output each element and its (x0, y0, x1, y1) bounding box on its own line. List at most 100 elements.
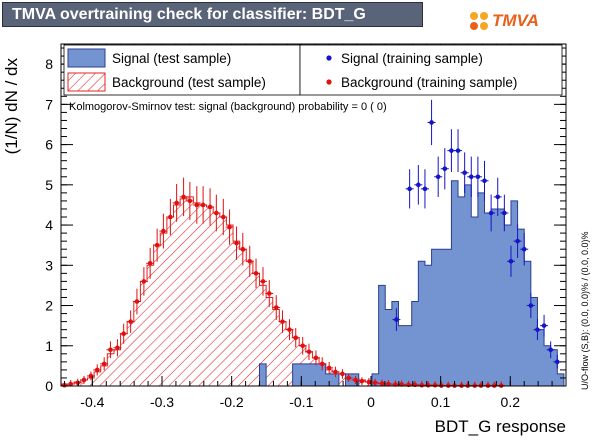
data-point (81, 377, 87, 383)
background-training-point (66, 379, 75, 387)
data-point (429, 120, 434, 125)
legend-item: Signal (training sample) (326, 51, 483, 66)
signal-training-point (434, 156, 443, 197)
signal-training-point (420, 169, 429, 209)
legend-swatch (67, 48, 106, 68)
legend-marker (326, 79, 332, 85)
data-point (541, 323, 547, 328)
data-point (313, 355, 319, 361)
data-point (475, 174, 481, 180)
signal-training-point (480, 160, 489, 201)
signal-training-point (392, 308, 401, 331)
data-point (220, 214, 226, 220)
legend-marker (326, 55, 332, 61)
background-training-point (338, 369, 347, 379)
background-training-point (344, 373, 353, 382)
signal-training-point (533, 319, 542, 341)
data-point (407, 186, 412, 192)
data-point (372, 380, 378, 386)
data-point (293, 335, 299, 341)
background-training-point (199, 186, 208, 224)
data-point (502, 210, 507, 216)
signal-training-point (526, 293, 535, 319)
background-training-point (311, 350, 320, 366)
data-point (306, 349, 312, 355)
data-point (181, 194, 186, 200)
legend-label: Background (training sample) (341, 75, 517, 90)
data-point (141, 279, 147, 284)
data-point (455, 148, 461, 153)
legend-item: Background (test sample) (67, 72, 266, 92)
data-point (194, 202, 200, 208)
background-training-point (185, 181, 194, 220)
background-training-point (225, 209, 234, 245)
logo-dot-icon (480, 12, 488, 20)
background-training-point (166, 198, 175, 236)
background-training-point (126, 310, 135, 333)
legend-label: Background (test sample) (112, 75, 266, 90)
background-training-point (331, 366, 340, 378)
data-point (346, 375, 351, 381)
y-tick-label: 6 (45, 137, 53, 153)
data-point (128, 319, 133, 324)
legend-label: Signal (test sample) (112, 51, 231, 66)
data-point (554, 359, 560, 365)
data-point (386, 381, 391, 387)
y-tick-label: 4 (45, 217, 53, 233)
data-point (234, 240, 239, 246)
data-point (319, 361, 325, 367)
data-point (200, 202, 206, 208)
y-tick-label: 5 (45, 177, 53, 193)
logo-dot-icon (480, 22, 488, 30)
background-training-point (298, 336, 307, 355)
background-training-point (304, 343, 313, 360)
x-tick-label: -0.3 (150, 394, 174, 410)
legend-label: Signal (training sample) (341, 51, 483, 66)
data-point (214, 210, 219, 216)
logo-dot-icon (470, 22, 478, 30)
x-tick-label: -0.2 (220, 394, 244, 410)
data-point (495, 194, 501, 200)
background-training-point (179, 177, 188, 217)
background-training-point (325, 361, 334, 374)
tmva-logo: TMVA (470, 8, 560, 36)
data-point (340, 371, 345, 377)
data-point (247, 258, 253, 264)
background-training-point (259, 267, 267, 296)
background-training-point (153, 228, 162, 262)
data-point (174, 200, 179, 206)
background-training-point (113, 339, 122, 357)
signal-training-point (473, 156, 482, 197)
background-training-point (238, 232, 247, 266)
ks-test-annotation: Kolmogorov-Smirnov test: signal (backgro… (69, 101, 387, 113)
data-point (161, 228, 166, 234)
legend-item: Background (training sample) (326, 75, 517, 90)
data-point (240, 246, 246, 252)
x-tick-label: 0.1 (431, 394, 451, 410)
data-point (394, 317, 399, 322)
background-training-point (100, 357, 109, 371)
legend-swatch (67, 72, 106, 92)
data-point (515, 238, 520, 244)
axes-frame (60, 43, 567, 387)
data-point (273, 305, 279, 310)
data-point (68, 381, 74, 387)
data-point (253, 271, 259, 276)
legend: Signal (test sample) Signal (training sam… (63, 44, 563, 96)
data-point (449, 148, 454, 153)
logo-dot-icon (470, 12, 478, 20)
y-tick-label: 2 (45, 298, 53, 314)
background-training-point (146, 247, 155, 279)
data-point (379, 381, 385, 386)
data-point (432, 382, 438, 388)
data-point (147, 260, 153, 266)
data-point (108, 347, 113, 353)
data-point (187, 198, 193, 204)
data-point (359, 378, 365, 384)
signal-training-point (513, 224, 522, 258)
data-point (207, 204, 213, 210)
background-training-point (364, 377, 373, 386)
data-point (280, 319, 285, 324)
signal-training-point (506, 245, 515, 277)
